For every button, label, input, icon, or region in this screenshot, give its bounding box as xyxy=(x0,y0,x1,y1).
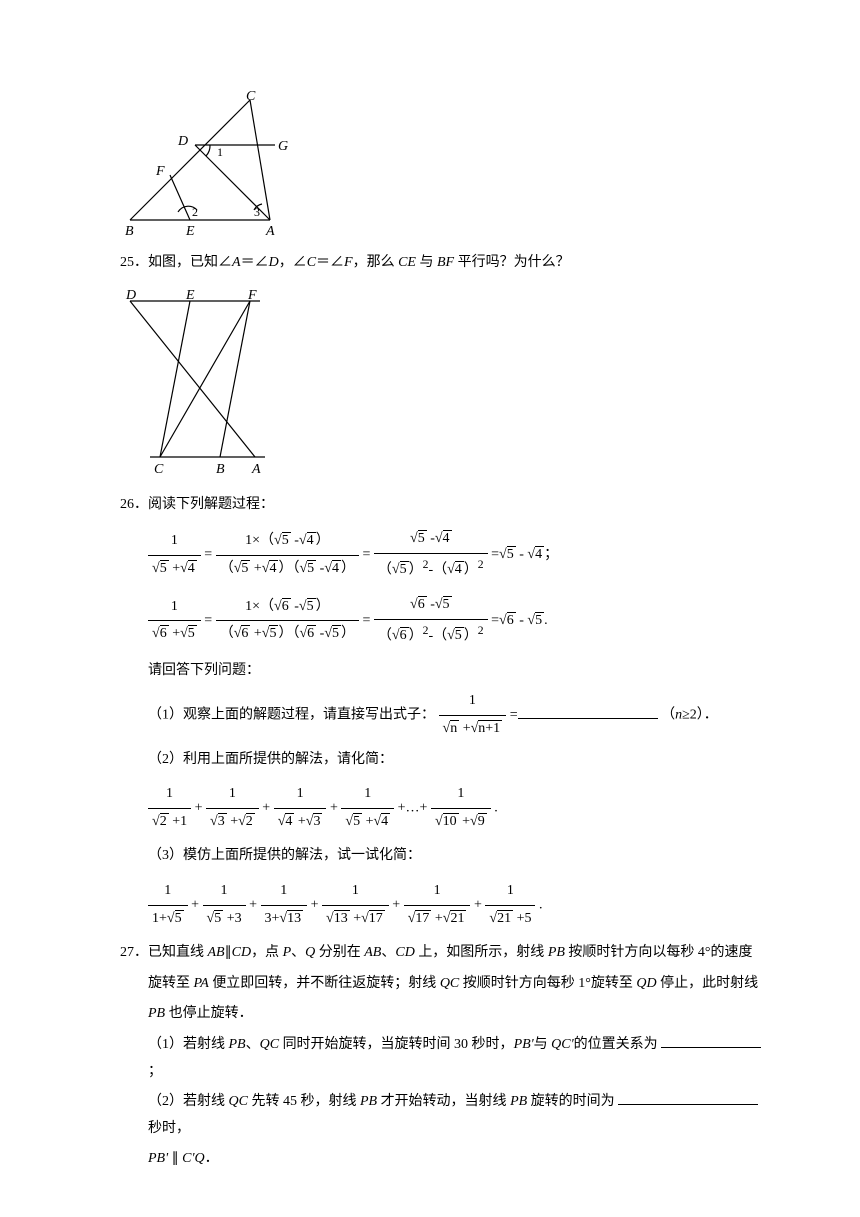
q26-sub2: （2）利用上面所提供的解法，请化简： xyxy=(148,747,770,774)
q26-sub1-blank xyxy=(518,705,658,719)
figure-q24: B E A F D G C 1 2 3 xyxy=(120,90,770,240)
svg-text:C: C xyxy=(246,90,256,104)
figure-q25-svg: D E F C B A xyxy=(120,287,280,482)
q27-sub1: （1）若射线 PB、QC 同时开始旋转，当旋转时间 30 秒时，PB'与 QC'… xyxy=(148,1032,770,1085)
q26-eq2: 16 +5 = 1×（6 -5）（6 +5）（6 -5） = 6 -5（6）2-… xyxy=(148,592,770,650)
q25-number: 25． xyxy=(120,255,148,270)
svg-text:F: F xyxy=(155,164,165,179)
q27-line2: 旋转至 PA 便立即回转，并不断往返旋转；射线 QC 按顺时针方向每秒 1°旋转… xyxy=(148,971,770,998)
q27-sub3: PB' ∥ C'Q． xyxy=(148,1146,770,1173)
q26-intro: 26．阅读下列解题过程： xyxy=(120,492,770,519)
figure-q24-svg: B E A F D G C 1 2 3 xyxy=(120,90,300,240)
q26-sub1: （1）观察上面的解题过程，请直接写出式子： 1n +n+1 = （n≥2）． xyxy=(148,688,770,742)
q26-eq1: 15 +4 = 1×（5 -4）（5 +4）（5 -4） = 5 -4（5）2-… xyxy=(148,526,770,584)
svg-text:1: 1 xyxy=(217,145,223,159)
svg-text:A: A xyxy=(265,224,275,239)
svg-text:A: A xyxy=(251,462,261,477)
svg-text:B: B xyxy=(125,224,134,239)
svg-text:3: 3 xyxy=(254,205,260,219)
q27-sub1-blank xyxy=(661,1034,761,1048)
q27-number: 27． xyxy=(120,945,148,960)
svg-text:D: D xyxy=(125,288,136,303)
svg-text:C: C xyxy=(154,462,164,477)
q25-text: 25．如图，已知∠A＝∠D，∠C＝∠F，那么 CE 与 BF 平行吗？为什么？ xyxy=(120,250,770,277)
q27-sub2: （2）若射线 QC 先转 45 秒，射线 PB 才开始转动，当射线 PB 旋转的… xyxy=(148,1089,770,1142)
svg-text:E: E xyxy=(185,224,195,239)
q26-sub3: （3）模仿上面所提供的解法，试一试化简： xyxy=(148,843,770,870)
svg-text:B: B xyxy=(216,462,225,477)
figure-q25: D E F C B A xyxy=(120,287,770,482)
q26-number: 26． xyxy=(120,497,148,512)
q27-line3: PB 也停止旋转． xyxy=(148,1001,770,1028)
q26-sub3-eq: 11+5 + 15 +3 + 13+13 + 113 +17 + 117 +21… xyxy=(148,878,770,932)
q27-line1: 27．已知直线 AB∥CD，点 P、Q 分别在 AB、CD 上，如图所示，射线 … xyxy=(120,940,770,967)
svg-text:G: G xyxy=(278,139,288,154)
svg-text:2: 2 xyxy=(192,205,198,219)
q26-sub-intro: 请回答下列问题： xyxy=(148,658,770,685)
svg-text:E: E xyxy=(185,288,195,303)
svg-text:D: D xyxy=(177,134,188,149)
svg-text:F: F xyxy=(247,288,257,303)
q27-sub2-blank xyxy=(618,1091,758,1105)
q26-sub2-eq: 12 +1 + 13 +2 + 14 +3 + 15 +4 +…+ 110 +9… xyxy=(148,781,770,835)
